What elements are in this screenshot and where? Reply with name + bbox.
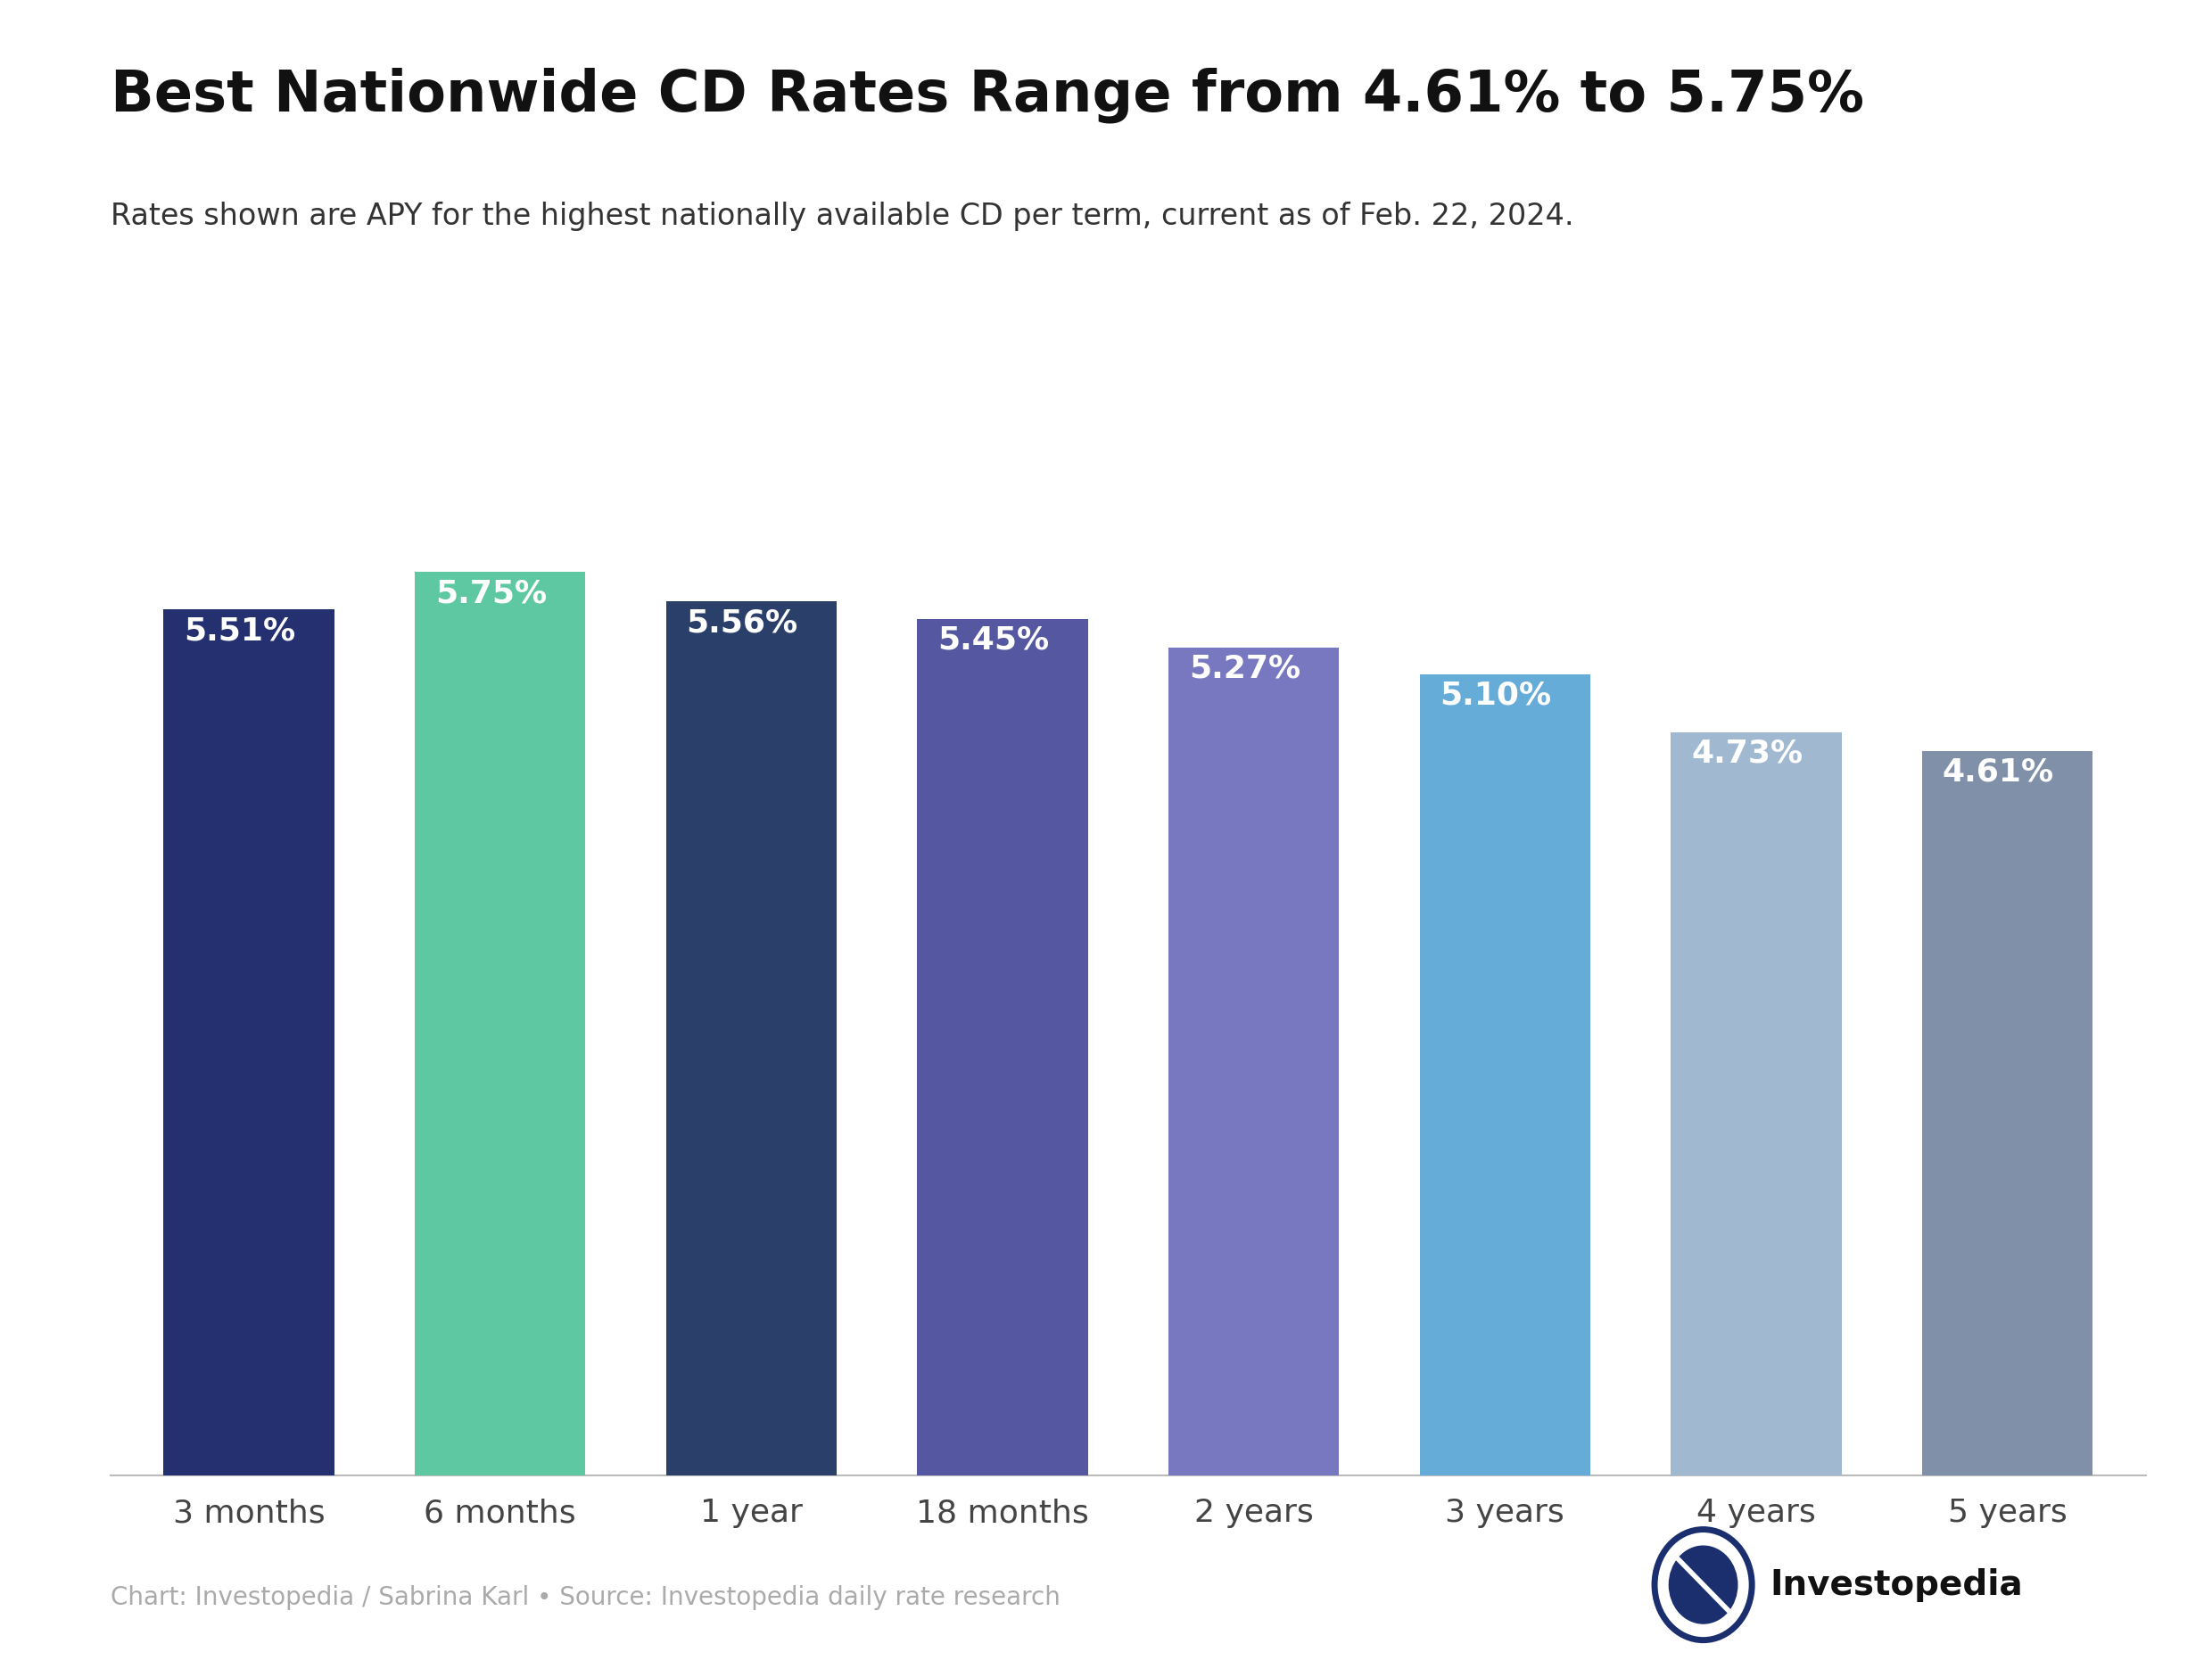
Text: Best Nationwide CD Rates Range from 4.61% to 5.75%: Best Nationwide CD Rates Range from 4.61…	[111, 67, 1865, 122]
Text: 5.27%: 5.27%	[1188, 654, 1301, 684]
Bar	[918, 619, 1088, 1476]
Text: 5.51%: 5.51%	[184, 615, 296, 646]
Bar	[1922, 751, 2093, 1476]
Text: 5.75%: 5.75%	[436, 579, 546, 609]
Bar	[414, 572, 586, 1476]
Text: 5.10%: 5.10%	[1440, 681, 1551, 711]
Text: Rates shown are APY for the highest nationally available CD per term, current as: Rates shown are APY for the highest nati…	[111, 201, 1575, 231]
Bar	[1420, 674, 1590, 1476]
Bar	[164, 609, 334, 1476]
Text: 5.45%: 5.45%	[938, 626, 1048, 656]
Text: Chart: Investopedia / Sabrina Karl • Source: Investopedia daily rate research: Chart: Investopedia / Sabrina Karl • Sou…	[111, 1585, 1060, 1610]
Bar	[1670, 733, 1843, 1476]
Text: 5.56%: 5.56%	[686, 609, 799, 639]
Text: Investopedia: Investopedia	[1770, 1568, 2022, 1602]
Text: 4.61%: 4.61%	[1942, 758, 2055, 788]
Text: 4.73%: 4.73%	[1692, 738, 1803, 768]
Circle shape	[1670, 1546, 1736, 1623]
Bar	[666, 602, 836, 1476]
Bar	[1168, 647, 1338, 1476]
